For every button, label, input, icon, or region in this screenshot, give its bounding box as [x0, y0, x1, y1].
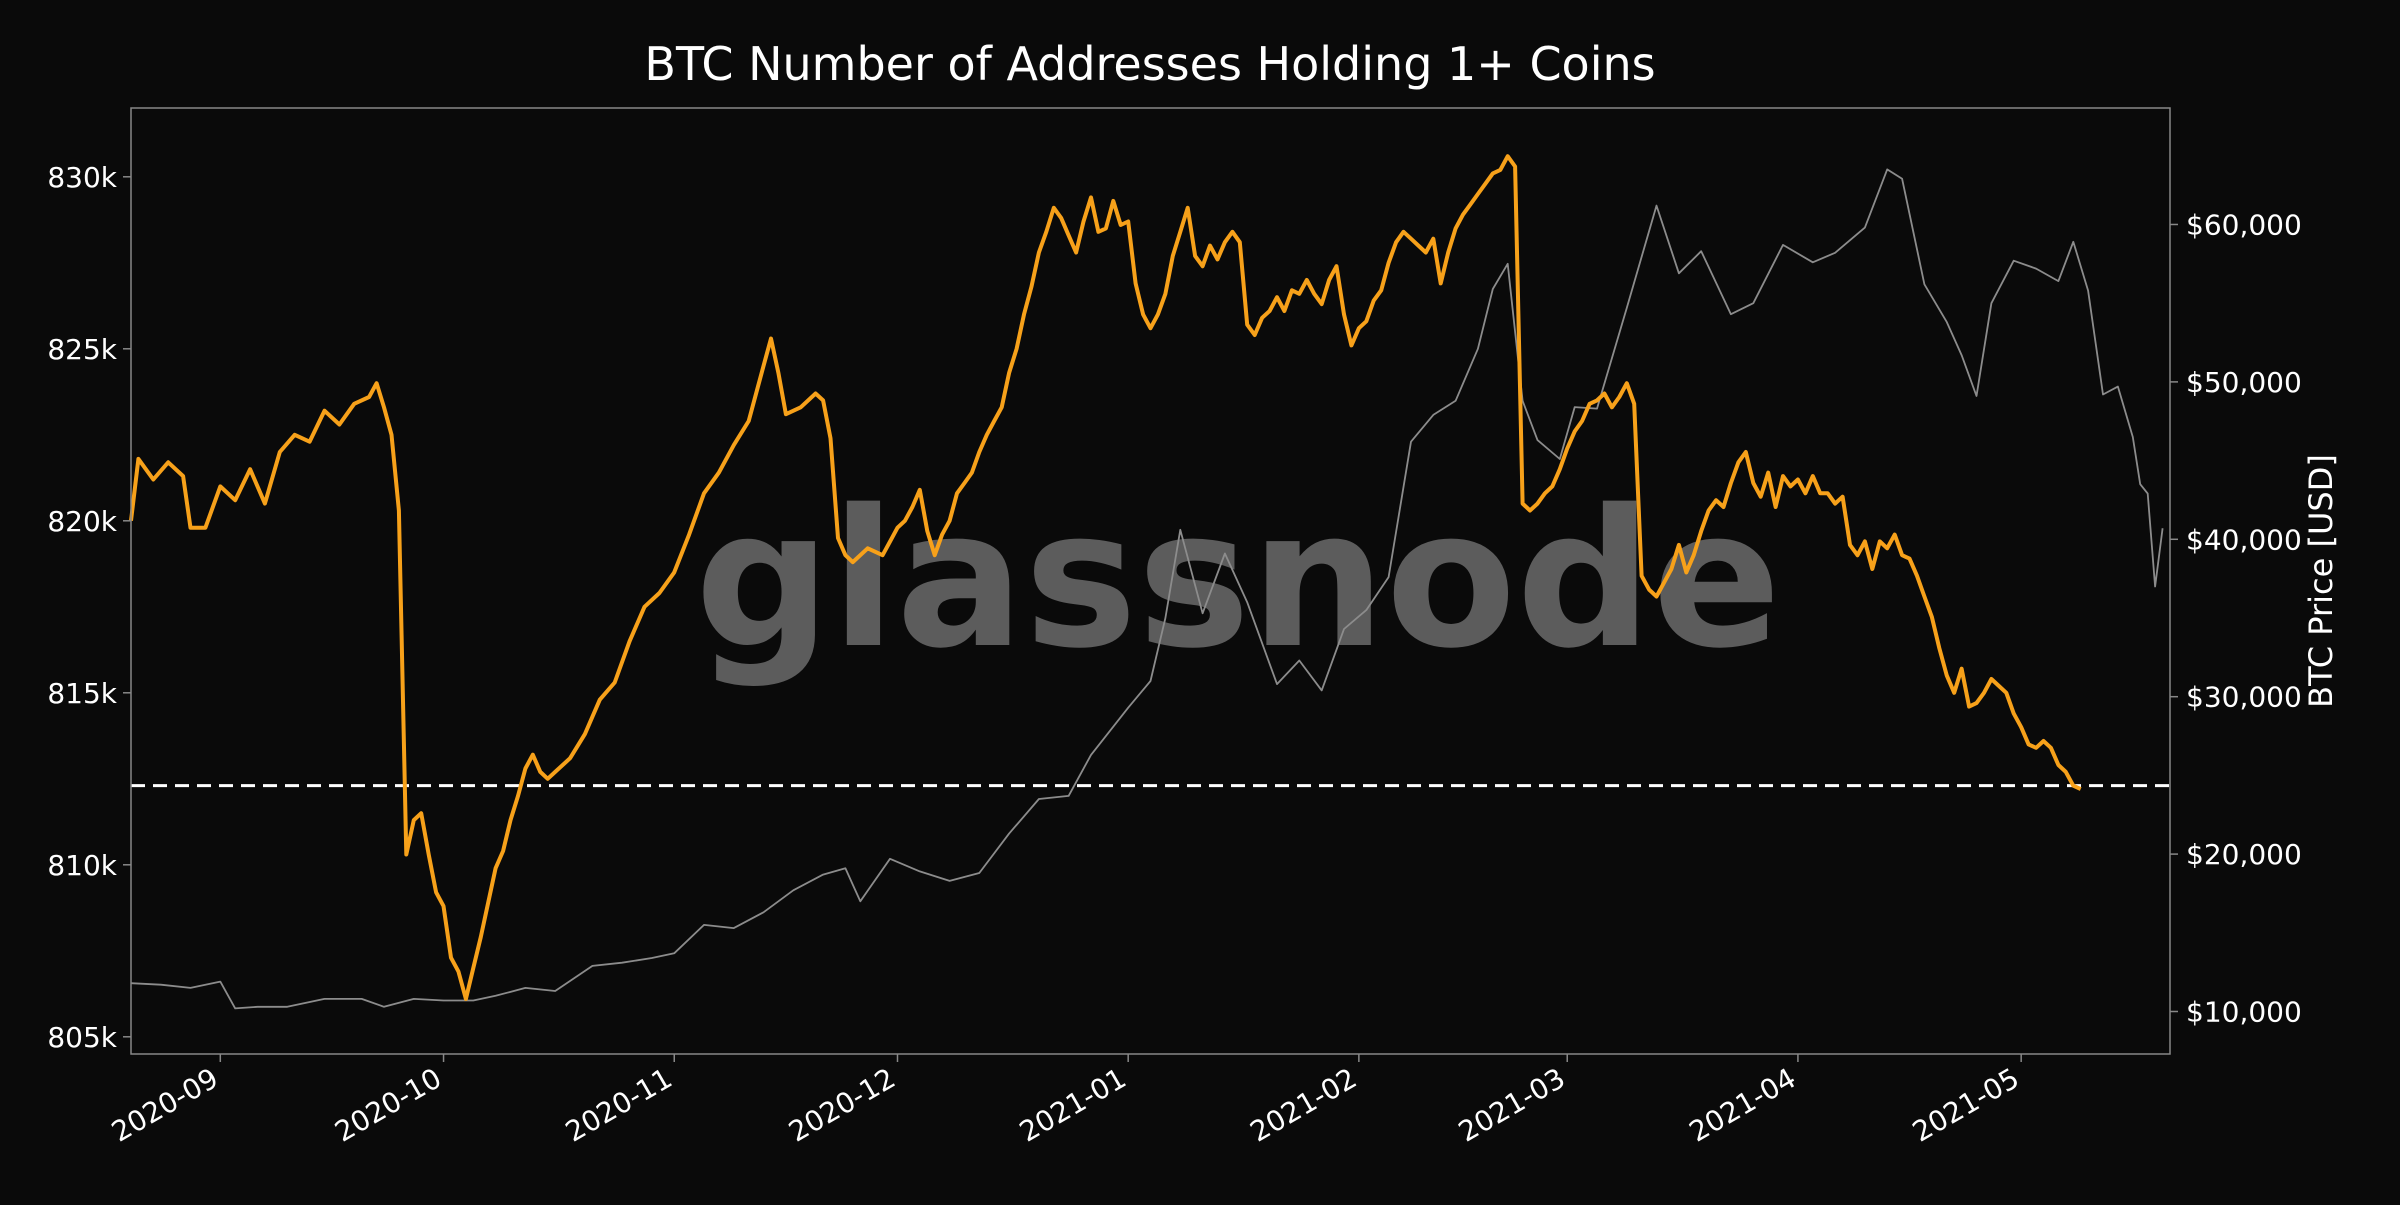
price-line — [130, 168, 2164, 1010]
right-tick-label: $60,000 — [2186, 208, 2302, 241]
left-y-axis: 805k 810k 815k 820k 825k 830k — [47, 161, 131, 1054]
price-series-layer — [130, 168, 2164, 1010]
addresses-series-layer — [129, 154, 2082, 1001]
left-tick-label: 805k — [47, 1021, 117, 1054]
plot-frame — [130, 107, 2171, 1055]
right-tick-label: $30,000 — [2186, 681, 2302, 714]
right-axis-label: BTC Price [USD] — [2302, 454, 2340, 708]
right-tick-label: $10,000 — [2186, 996, 2302, 1029]
right-tick-label: $40,000 — [2186, 523, 2302, 556]
watermark-logo: glassnode — [695, 469, 1781, 690]
right-tick-label: $20,000 — [2186, 838, 2302, 871]
right-tick-label: $50,000 — [2186, 366, 2302, 399]
left-tick-label: 815k — [47, 677, 117, 710]
addresses-line — [129, 154, 2082, 1001]
left-tick-label: 810k — [47, 849, 117, 882]
right-y-axis: $10,000 $20,000 $30,000 $40,000 $50,000 $60,0… — [2170, 208, 2302, 1029]
left-tick-label: 825k — [47, 333, 117, 366]
left-tick-label: 820k — [47, 505, 117, 538]
chart-title: BTC Number of Addresses Holding 1+ Coins — [644, 37, 1655, 91]
left-tick-label: 830k — [47, 161, 117, 194]
